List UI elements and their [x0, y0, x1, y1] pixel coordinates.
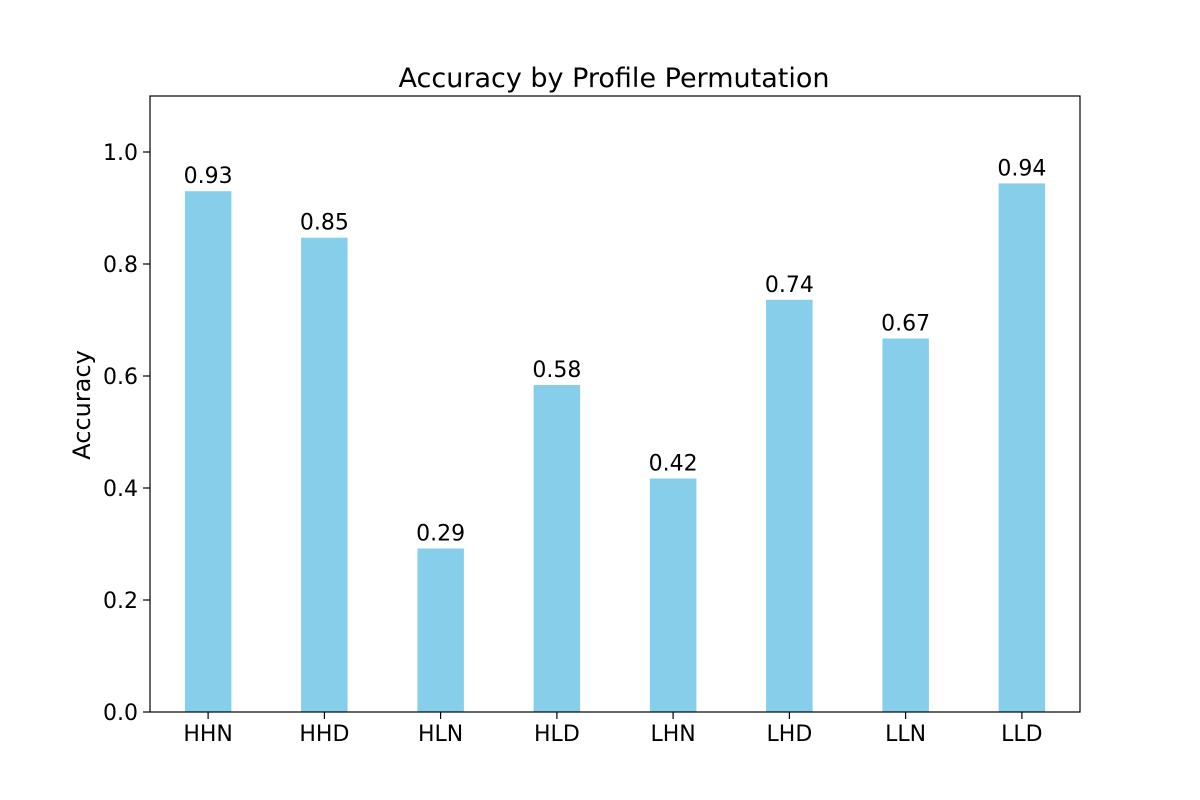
- y-tick-label: 0.0: [103, 701, 138, 726]
- bar-lln: [882, 338, 929, 712]
- y-tick-label: 0.4: [103, 477, 138, 502]
- chart-title: Accuracy by Profile Permutation: [399, 63, 830, 94]
- plot-frame: [149, 95, 1081, 713]
- data-label-hln: 0.29: [416, 522, 465, 547]
- y-tick-label: 0.8: [103, 253, 138, 278]
- x-tick-label-hld: HLD: [534, 722, 580, 747]
- bar-hln: [417, 548, 464, 712]
- bar-hld: [533, 385, 581, 712]
- x-tick-label-lhd: LHD: [767, 722, 813, 747]
- x-tick-label-lld: LLD: [1001, 722, 1042, 747]
- data-label-lhn: 0.42: [649, 452, 698, 477]
- y-axis: 0.0 0.2 0.4 0.6 0.8 1.0: [103, 141, 150, 726]
- x-tick-label-hhd: HHD: [299, 722, 349, 747]
- data-label-lld: 0.94: [997, 156, 1046, 181]
- bar-lld: [998, 183, 1046, 712]
- bars-layer: [184, 183, 1046, 712]
- data-label-hhn: 0.93: [184, 164, 233, 189]
- x-tick-label-hln: HLN: [418, 722, 463, 747]
- bar-hhd: [301, 237, 348, 712]
- x-tick-label-lhn: LHN: [650, 722, 695, 747]
- data-label-lhd: 0.74: [765, 273, 814, 298]
- y-tick-label: 0.6: [103, 365, 138, 390]
- bar-hhn: [184, 191, 232, 712]
- y-axis-label: Accuracy: [68, 350, 96, 460]
- y-tick-label: 1.0: [103, 141, 138, 166]
- x-tick-label-hhn: HHN: [183, 722, 233, 747]
- bar-lhd: [766, 299, 813, 712]
- data-label-hhd: 0.85: [300, 211, 349, 236]
- data-label-hld: 0.58: [532, 358, 581, 383]
- bar-lhn: [649, 478, 697, 712]
- data-labels-layer: 0.93 0.85 0.29 0.58 0.42 0.74 0.67 0.94: [184, 156, 1047, 546]
- x-axis: HHN HHD HLN HLD LHN LHD LLN LLD: [183, 712, 1043, 747]
- y-tick-label: 0.2: [103, 589, 138, 614]
- x-tick-label-lln: LLN: [885, 722, 926, 747]
- data-label-lln: 0.67: [881, 312, 930, 337]
